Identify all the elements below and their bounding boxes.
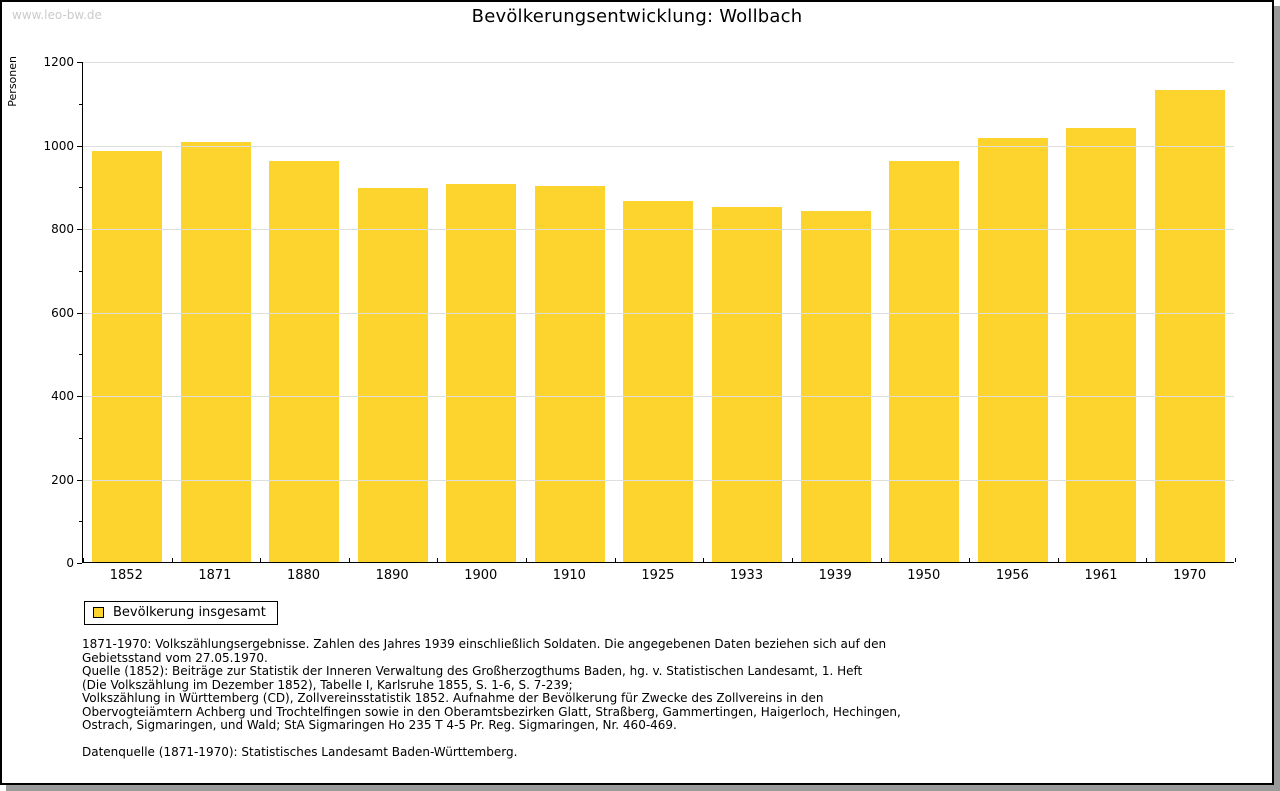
- x-tick-2: [260, 558, 262, 562]
- bar-slot-1970: [1145, 62, 1234, 562]
- bar-slot-1961: [1057, 62, 1146, 562]
- y-tick-400: [77, 396, 82, 397]
- y-minor-tick-900: [79, 187, 82, 189]
- footnote-block: 1871-1970: Volkszählungsergebnisse. Zahl…: [82, 637, 901, 759]
- y-minor-tick-700: [79, 270, 82, 272]
- bar-slot-1933: [703, 62, 792, 562]
- x-tick-4: [437, 558, 439, 562]
- bar-1961: [1066, 127, 1137, 562]
- bar-slot-1925: [614, 62, 703, 562]
- bar-1950: [889, 161, 960, 562]
- bar-slot-1871: [172, 62, 261, 562]
- y-tick-1000: [77, 145, 82, 147]
- x-tick-0: [83, 558, 84, 562]
- bar-slot-1880: [260, 62, 349, 562]
- legend-box: Bevölkerung insgesamt: [84, 601, 278, 625]
- bar-slot-1956: [968, 62, 1057, 562]
- x-axis-labels: 1852 1871 1880 1890 1900 1910 1925 1933 1939 1950…: [82, 568, 1234, 583]
- y-axis-title: Personen: [6, 56, 19, 107]
- x-tick-5: [526, 558, 528, 562]
- gridline-1200: [83, 62, 1234, 63]
- x-tick-11: [1057, 558, 1059, 562]
- x-tick-3: [348, 558, 350, 562]
- x-label-1961: 1961: [1084, 568, 1118, 583]
- y-tick-label-200: 200: [51, 472, 74, 487]
- bar-1970: [1154, 90, 1225, 562]
- bar-slot-1939: [791, 62, 880, 562]
- footnote-line-2: Gebietsstand vom 27.05.1970.: [82, 650, 268, 665]
- y-minor-tick-500: [79, 354, 82, 356]
- bar-1910: [534, 186, 605, 562]
- y-tick-200: [77, 479, 82, 481]
- x-tick-7: [703, 558, 705, 562]
- x-tick-6: [614, 558, 616, 562]
- footnote-line-6: Obervogteiämtern Achberg und Trochtelfin…: [82, 704, 901, 719]
- x-label-1950: 1950: [907, 568, 941, 583]
- gridline-600: [83, 312, 1234, 314]
- x-label-1910: 1910: [552, 568, 586, 583]
- x-label-1939: 1939: [818, 568, 852, 583]
- bar-1852: [92, 150, 163, 562]
- y-tick-label-800: 800: [51, 222, 74, 236]
- footnote-line-1: 1871-1970: Volkszählungsergebnisse. Zahl…: [82, 637, 887, 651]
- y-tick-label-1000: 1000: [43, 138, 74, 153]
- x-label-1956: 1956: [995, 568, 1029, 583]
- bar-slot-1900: [437, 62, 526, 562]
- bar-slot-1890: [349, 62, 438, 562]
- bar-slot-1950: [880, 62, 969, 562]
- y-minor-tick-100: [79, 521, 82, 523]
- x-tick-9: [880, 558, 882, 562]
- bar-1871: [180, 142, 251, 562]
- x-tick-12: [1146, 558, 1148, 562]
- datasource-line: Datenquelle (1871-1970): Statistisches L…: [82, 744, 518, 759]
- legend-swatch: [93, 607, 104, 618]
- legend-label: Bevölkerung insgesamt: [113, 605, 266, 620]
- bar-1890: [357, 188, 428, 562]
- gridline-200: [83, 479, 1234, 481]
- y-tick-label-600: 600: [51, 305, 74, 320]
- bar-1939: [800, 211, 871, 562]
- x-label-1970: 1970: [1173, 568, 1207, 583]
- x-label-1852: 1852: [109, 568, 143, 583]
- y-tick-0: [77, 563, 82, 564]
- bar-1880: [269, 161, 340, 562]
- y-minor-tick-300: [79, 437, 82, 439]
- bar-1933: [711, 207, 782, 562]
- x-label-1890: 1890: [375, 568, 409, 583]
- x-label-1900: 1900: [464, 568, 498, 583]
- y-tick-1200: [77, 62, 82, 63]
- watermark-url: www.leo-bw.de: [12, 8, 102, 22]
- y-tick-label-1200: 1200: [43, 55, 74, 69]
- x-label-1871: 1871: [198, 568, 232, 583]
- x-tick-1: [171, 558, 173, 562]
- x-tick-13: [1235, 558, 1236, 562]
- bar-1900: [446, 184, 517, 562]
- bar-series: [83, 62, 1234, 562]
- x-tick-8: [791, 558, 793, 562]
- gridline-400: [83, 396, 1234, 397]
- x-label-1880: 1880: [286, 568, 321, 583]
- footnote-line-3: Quelle (1852): Beiträge zur Statistik de…: [82, 664, 863, 678]
- bar-slot-1852: [83, 62, 172, 562]
- y-tick-label-400: 400: [51, 389, 74, 403]
- gridline-1000: [83, 145, 1234, 147]
- y-tick-800: [77, 229, 82, 230]
- footnote-line-7: Ostrach, Sigmaringen, und Wald; StA Sigm…: [82, 718, 677, 732]
- y-tick-label-0: 0: [66, 556, 74, 570]
- gridline-800: [83, 229, 1234, 230]
- y-tick-600: [77, 312, 82, 314]
- x-tick-10: [969, 558, 971, 562]
- bar-slot-1910: [526, 62, 615, 562]
- bar-1956: [977, 138, 1048, 562]
- y-minor-tick-1100: [79, 103, 82, 105]
- footnote-line-4: (Die Volkszählung im Dezember 1852), Tab…: [82, 677, 573, 692]
- footnote-line-5: Volkszählung in Württemberg (CD), Zollve…: [82, 691, 824, 705]
- bar-1925: [623, 200, 694, 562]
- chart-title: Bevölkerungsentwicklung: Wollbach: [471, 6, 803, 27]
- x-label-1925: 1925: [641, 568, 675, 583]
- x-label-1933: 1933: [730, 568, 764, 583]
- plot-area: 0 200 400 600 800 1000 1200: [43, 55, 1236, 570]
